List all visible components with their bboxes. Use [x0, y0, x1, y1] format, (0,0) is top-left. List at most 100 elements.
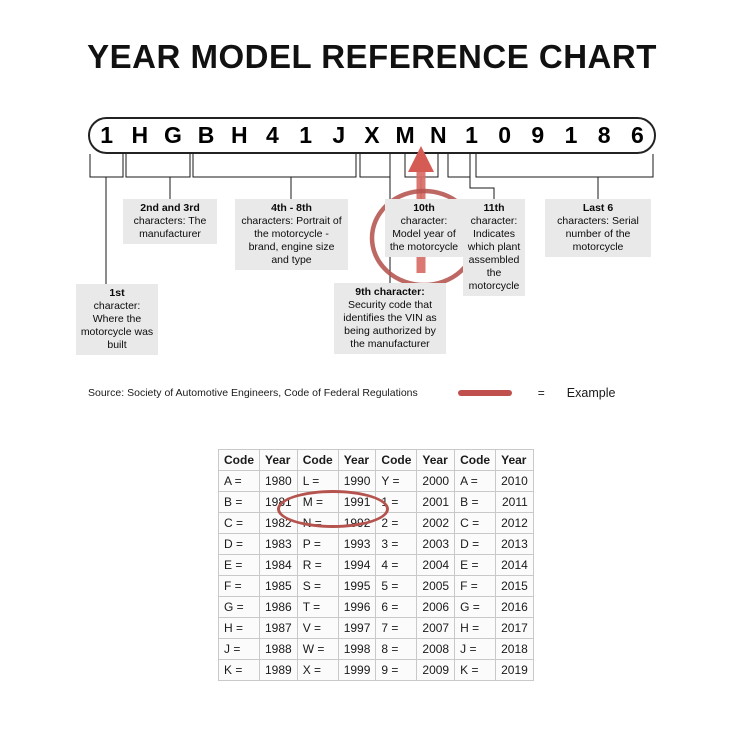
cell-year-1-r3: 1982	[259, 512, 298, 534]
cell-code-4-r3: C =	[454, 512, 497, 534]
table-row: K = 1989 X = 1999 9 = 2009 K = 2019	[218, 659, 534, 681]
cell-code-2-r3: N =	[296, 512, 339, 534]
cell-year-3-r1: 2000	[416, 470, 456, 492]
cell-code-1-r5: E =	[218, 554, 260, 576]
bracket-char-1	[89, 154, 124, 178]
vin-char-10: M	[395, 122, 415, 148]
cell-code-3-r1: Y =	[375, 470, 418, 492]
cell-code-2-r4: P =	[296, 533, 339, 555]
cell-year-2-r4: 1993	[337, 533, 377, 555]
legend-label: Example	[566, 386, 616, 400]
callout-4th-8th-body: characters: Portrait of the motorcycle -…	[241, 215, 342, 266]
bracket-last-6	[475, 154, 654, 178]
vin-char-14: 9	[531, 122, 545, 148]
table-row: H = 1987 V = 1997 7 = 2007 H = 2017	[218, 617, 534, 639]
vin-char-4: B	[197, 122, 215, 148]
cell-year-1-r5: 1984	[259, 554, 298, 576]
cell-code-2-r5: R =	[296, 554, 339, 576]
col-head-year-4: Year	[495, 449, 534, 471]
cell-code-3-r10: 9 =	[375, 659, 418, 681]
cell-year-3-r9: 2008	[416, 638, 456, 660]
bracket-char-10	[404, 154, 439, 178]
col-head-year-3: Year	[416, 449, 456, 471]
vin-char-5: H	[230, 122, 248, 148]
callout-1st-title: 1st	[109, 287, 125, 299]
source-legend-row: Source: Society of Automotive Engineers,…	[88, 384, 658, 402]
callout-2nd-3rd-title: 2nd and 3rd	[140, 202, 200, 214]
cell-year-4-r8: 2017	[495, 617, 534, 639]
cell-code-4-r1: A =	[454, 470, 497, 492]
cell-year-2-r3: 1992	[337, 512, 377, 534]
cell-year-2-r10: 1999	[337, 659, 377, 681]
cell-code-2-r1: L =	[296, 470, 339, 492]
cell-year-4-r7: 2016	[495, 596, 534, 618]
table-row: J = 1988 W = 1998 8 = 2008 J = 2018	[218, 638, 534, 660]
cell-year-1-r4: 1983	[259, 533, 298, 555]
cell-year-3-r6: 2005	[416, 575, 456, 597]
cell-year-1-r9: 1988	[259, 638, 298, 660]
bracket-char-4-8	[192, 154, 357, 178]
col-head-code-3: Code	[375, 449, 418, 471]
cell-code-2-r10: X =	[296, 659, 339, 681]
bracket-char-9	[359, 154, 391, 178]
callout-4th-8th-characters: 4th - 8th characters: Portrait of the mo…	[235, 199, 348, 270]
table-row: C = 1982 N = 1992 2 = 2002 C = 2012	[218, 512, 534, 534]
table-header-row: Code Year Code Year Code Year Code Year	[218, 449, 534, 471]
year-code-table-wrapper: Code Year Code Year Code Year Code Year …	[218, 449, 534, 681]
col-head-year-2: Year	[337, 449, 377, 471]
cell-year-2-r6: 1995	[337, 575, 377, 597]
cell-code-1-r1: A =	[218, 470, 260, 492]
vin-char-11: N	[429, 122, 447, 148]
callout-last-6-characters: Last 6 characters: Serial number of the …	[545, 199, 651, 257]
cell-year-2-r5: 1994	[337, 554, 377, 576]
cell-code-4-r5: E =	[454, 554, 497, 576]
source-text: Source: Society of Automotive Engineers,…	[88, 387, 418, 399]
cell-year-4-r10: 2019	[495, 659, 534, 681]
cell-code-1-r2: B =	[218, 491, 260, 513]
cell-code-4-r9: J =	[454, 638, 497, 660]
cell-code-1-r8: H =	[218, 617, 260, 639]
callout-2nd-3rd-body: characters: The manufacturer	[133, 215, 207, 240]
col-head-code-4: Code	[454, 449, 497, 471]
callout-1st-character: 1st character: Where the motorcycle was …	[76, 284, 158, 355]
vin-char-2: H	[131, 122, 149, 148]
table-row: A = 1980 L = 1990 Y = 2000 A = 2010	[218, 470, 534, 492]
bracket-char-2-3	[125, 154, 191, 178]
cell-year-1-r2: 1981	[259, 491, 298, 513]
cell-year-1-r6: 1985	[259, 575, 298, 597]
vin-char-15: 1	[564, 122, 578, 148]
bracket-char-11	[447, 154, 471, 178]
callout-9th-title: 9th character:	[355, 286, 425, 298]
vin-char-6: 4	[266, 122, 279, 148]
cell-year-4-r9: 2018	[495, 638, 534, 660]
cell-code-4-r4: D =	[454, 533, 497, 555]
cell-year-4-r2: 2011	[495, 491, 534, 513]
col-head-code-2: Code	[296, 449, 339, 471]
cell-code-2-r6: S =	[296, 575, 339, 597]
cell-code-3-r8: 7 =	[375, 617, 418, 639]
col-head-year-1: Year	[259, 449, 298, 471]
cell-code-4-r2: B =	[454, 491, 497, 513]
cell-year-3-r7: 2006	[416, 596, 456, 618]
cell-year-2-r9: 1998	[337, 638, 377, 660]
callout-9th-character: 9th character: Security code that identi…	[334, 283, 446, 354]
table-row: G = 1986 T = 1996 6 = 2006 G = 2016	[218, 596, 534, 618]
cell-code-4-r7: G =	[454, 596, 497, 618]
cell-year-2-r2: 1991	[337, 491, 377, 513]
callout-10th-title: 10th	[413, 202, 435, 214]
cell-year-3-r10: 2009	[416, 659, 456, 681]
callout-10th-character: 10th character: Model year of the motorc…	[385, 199, 463, 257]
cell-code-2-r2: M =	[296, 491, 339, 513]
vin-char-8: J	[332, 122, 346, 148]
callout-last-6-body: characters: Serial number of the motorcy…	[557, 215, 639, 253]
vin-char-16: 8	[597, 122, 611, 148]
cell-year-2-r7: 1996	[337, 596, 377, 618]
cell-year-2-r8: 1997	[337, 617, 377, 639]
vin-char-13: 0	[498, 122, 512, 148]
legend-equals-sign: =	[537, 386, 545, 400]
vin-capsule: 1 H G B H 4 1 J X M N 1 0 9 1 8 6	[88, 117, 656, 154]
cell-code-2-r7: T =	[296, 596, 339, 618]
cell-year-1-r8: 1987	[259, 617, 298, 639]
cell-code-1-r9: J =	[218, 638, 260, 660]
callout-11th-body: character: Indicates which plant assembl…	[467, 215, 521, 292]
